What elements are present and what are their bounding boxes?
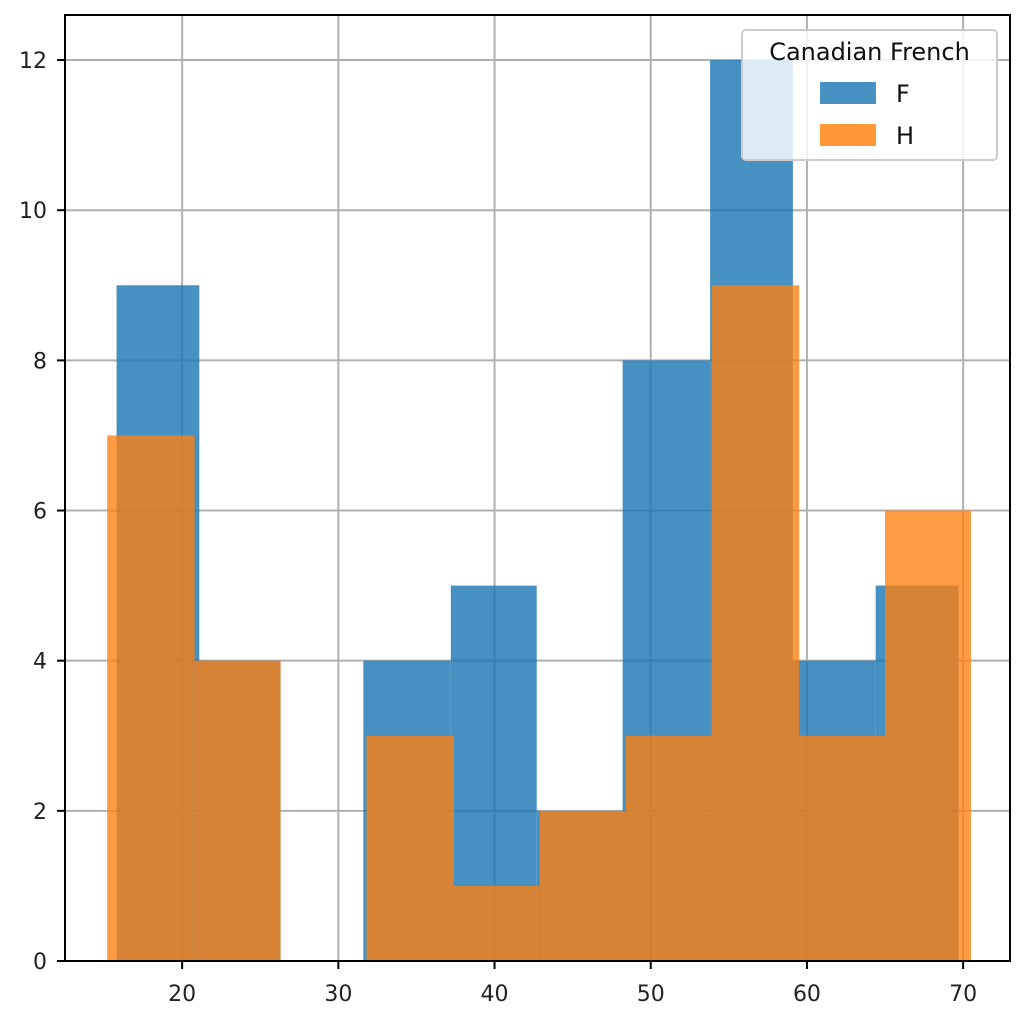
y-tick-label: 0 [33, 950, 47, 975]
legend-label: F [896, 80, 910, 108]
bar [885, 510, 971, 961]
y-tick-label: 8 [33, 349, 47, 374]
legend: Canadian French FH [741, 29, 998, 161]
axes-frame [64, 14, 1011, 962]
y-tick-label: 10 [19, 199, 47, 224]
legend-swatch [820, 82, 876, 104]
y-tick-label: 4 [33, 650, 47, 675]
x-tick-label: 70 [949, 982, 977, 1007]
legend-title: Canadian French [769, 38, 970, 66]
bar [799, 735, 886, 961]
bar [711, 285, 800, 961]
x-tick-label: 60 [793, 982, 821, 1007]
legend-swatch [820, 124, 876, 146]
y-tick-label: 2 [33, 800, 47, 825]
x-tick-label: 50 [637, 982, 665, 1007]
series-H [107, 285, 971, 961]
bar [194, 660, 281, 961]
legend-label: H [896, 122, 914, 150]
x-tick-label: 40 [481, 982, 509, 1007]
bar [539, 810, 626, 961]
bar [453, 885, 540, 961]
bar [366, 735, 454, 961]
bar [107, 435, 195, 961]
y-tick-label: 6 [33, 500, 47, 525]
axes: 20 30 40 50 60 70 0 2 4 6 8 10 12 [19, 14, 1011, 1007]
x-tick-label: 30 [324, 982, 352, 1007]
x-tick-label: 20 [168, 982, 196, 1007]
bar [625, 735, 712, 961]
y-tick-label: 12 [19, 49, 47, 74]
bars [107, 60, 971, 962]
